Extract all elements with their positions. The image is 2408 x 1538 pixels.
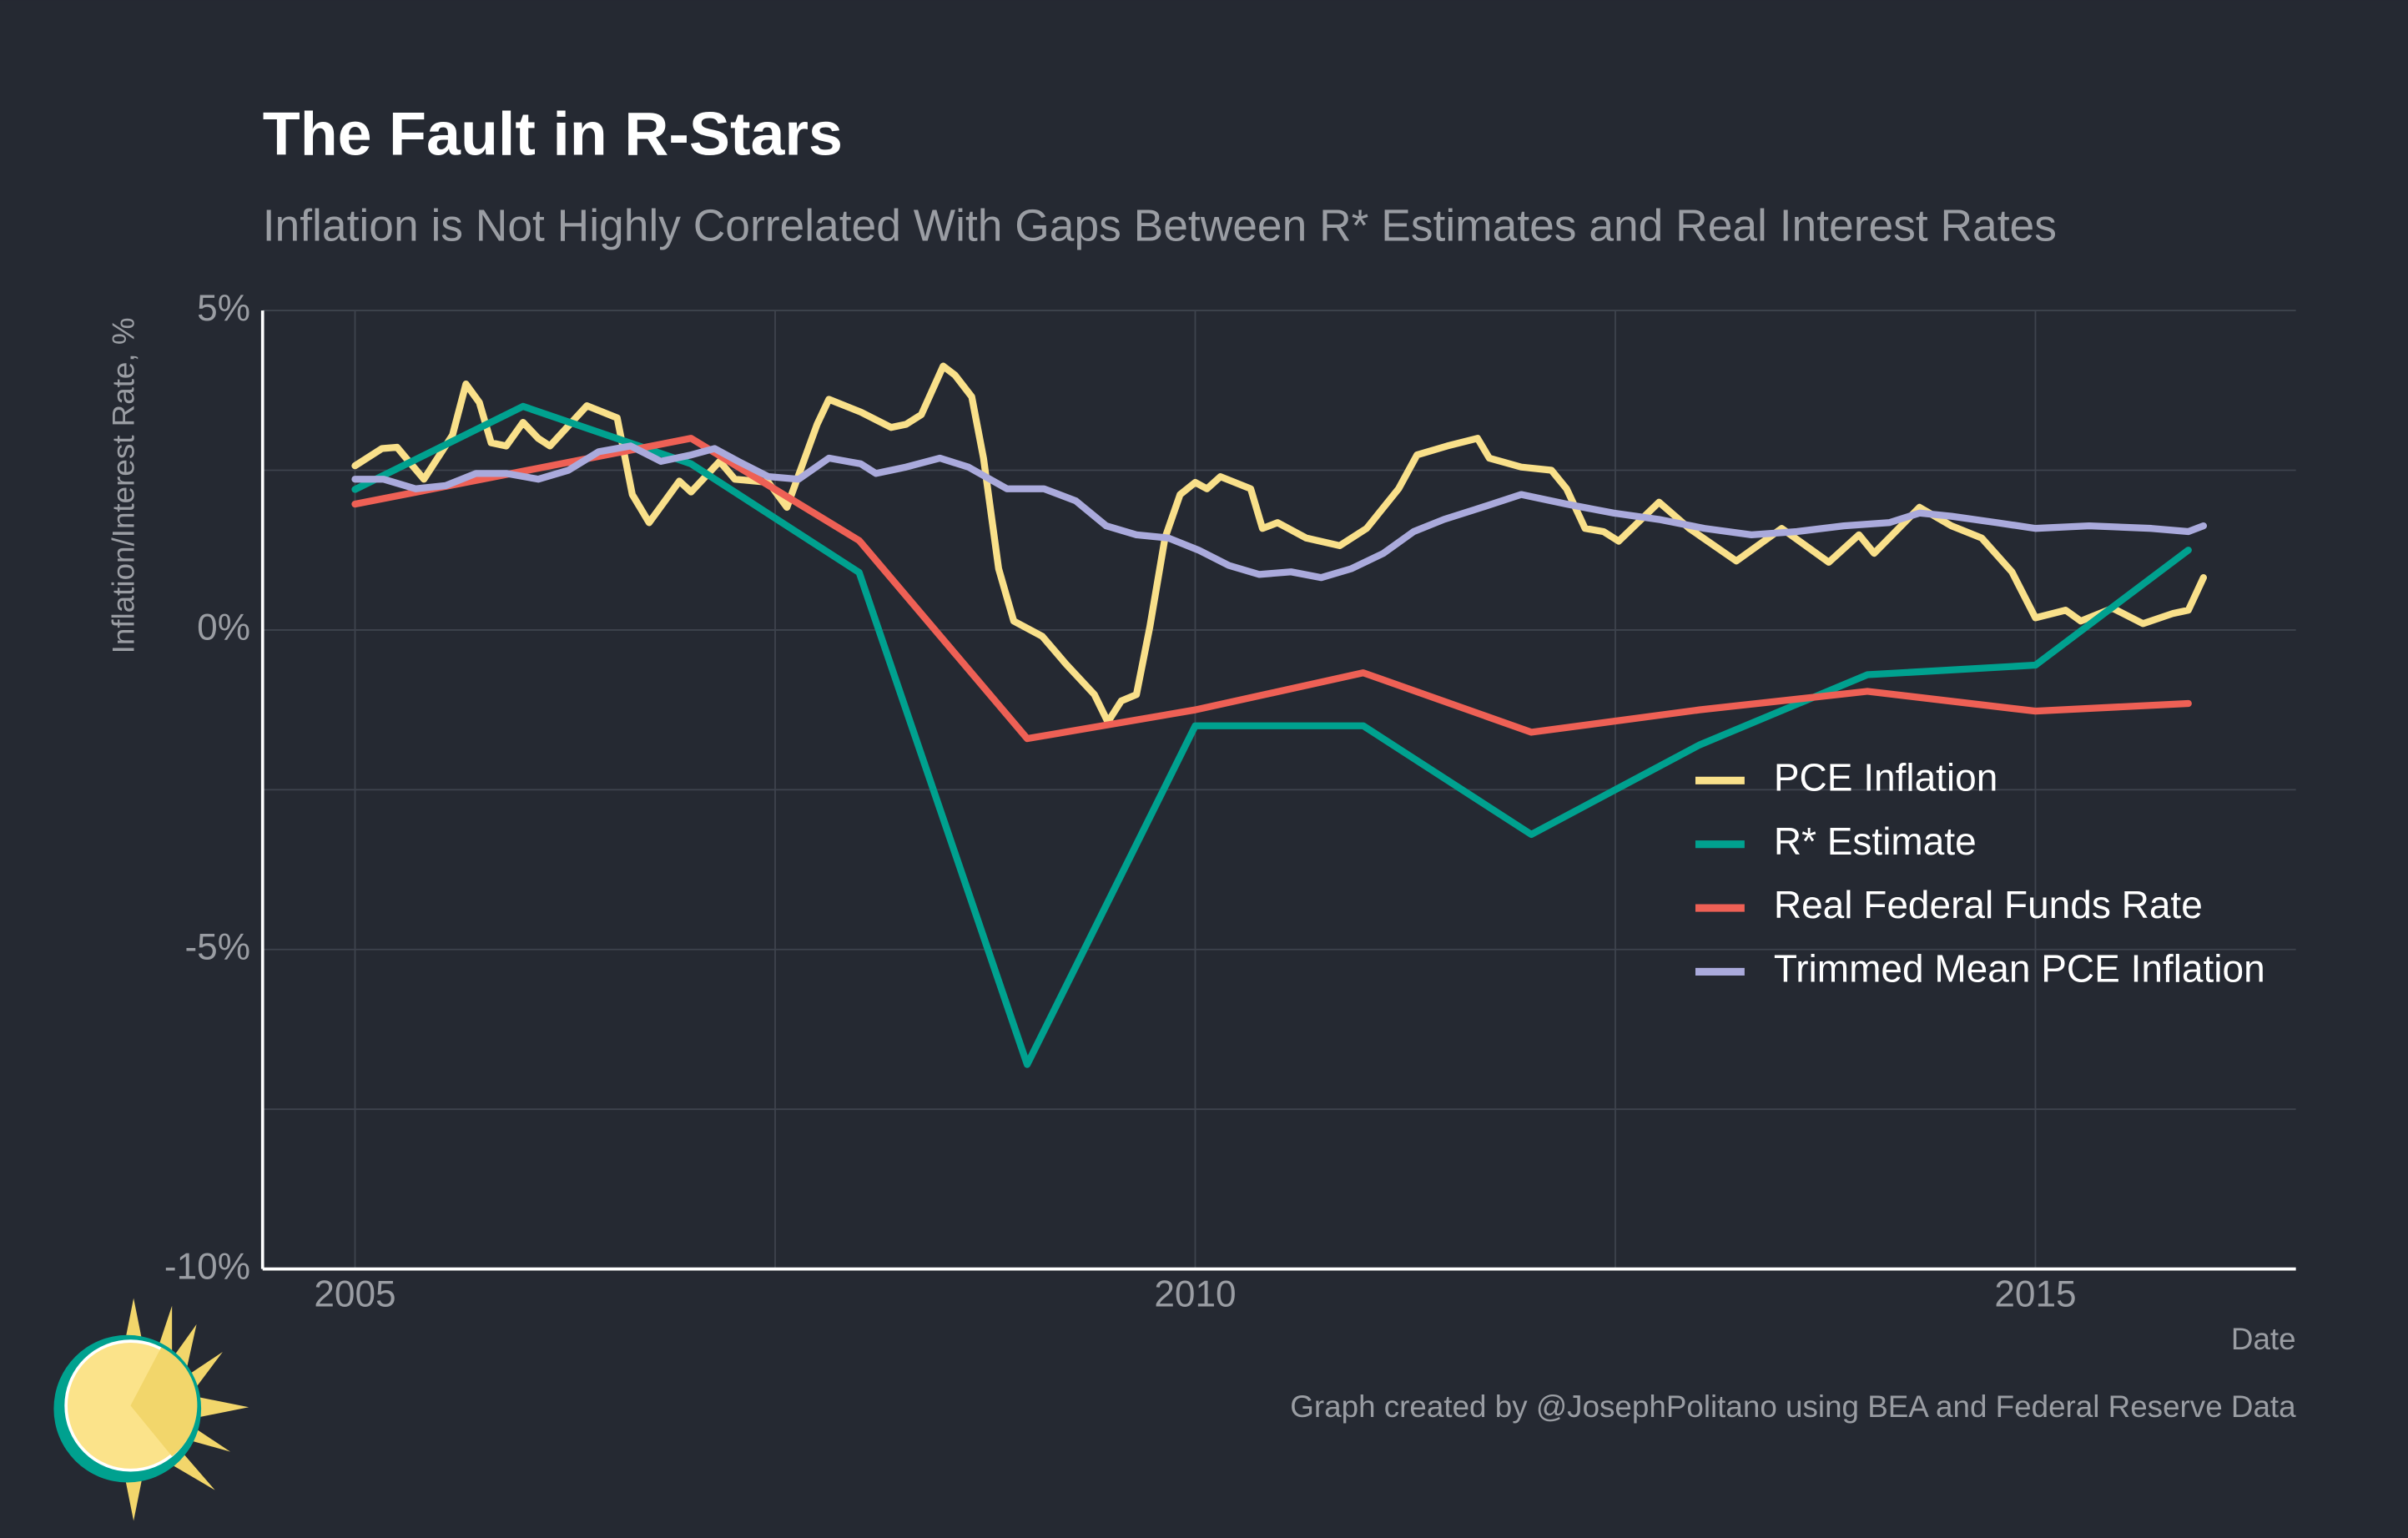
legend-label: PCE Inflation — [1774, 755, 1997, 799]
x-axis-label: Date — [2231, 1322, 2296, 1356]
logo — [53, 1298, 249, 1521]
chart-subtitle: Inflation is Not Highly Correlated With … — [263, 202, 2057, 251]
y-tick-label: 5% — [197, 288, 250, 329]
series-line — [351, 362, 2208, 726]
x-tick-label: 2005 — [314, 1273, 395, 1314]
y-tick-label: -10% — [164, 1246, 250, 1287]
series-line — [351, 435, 2192, 743]
y-tick-label: -5% — [184, 926, 250, 967]
series-line — [351, 402, 2192, 1068]
x-tick-label: 2015 — [1994, 1273, 2076, 1314]
legend-label: Trimmed Mean PCE Inflation — [1774, 947, 2265, 991]
legend-label: R* Estimate — [1774, 819, 1977, 863]
x-tick-label: 2010 — [1154, 1273, 1236, 1314]
legend-label: Real Federal Funds Rate — [1774, 883, 2203, 926]
series-line — [351, 442, 2208, 582]
caption: Graph created by @JosephPolitano using B… — [1290, 1389, 2296, 1424]
y-axis-label: Inflation/Interest Rate, % — [107, 317, 141, 653]
chart-title: The Fault in R-Stars — [263, 98, 843, 168]
y-tick-label: 0% — [197, 608, 250, 648]
